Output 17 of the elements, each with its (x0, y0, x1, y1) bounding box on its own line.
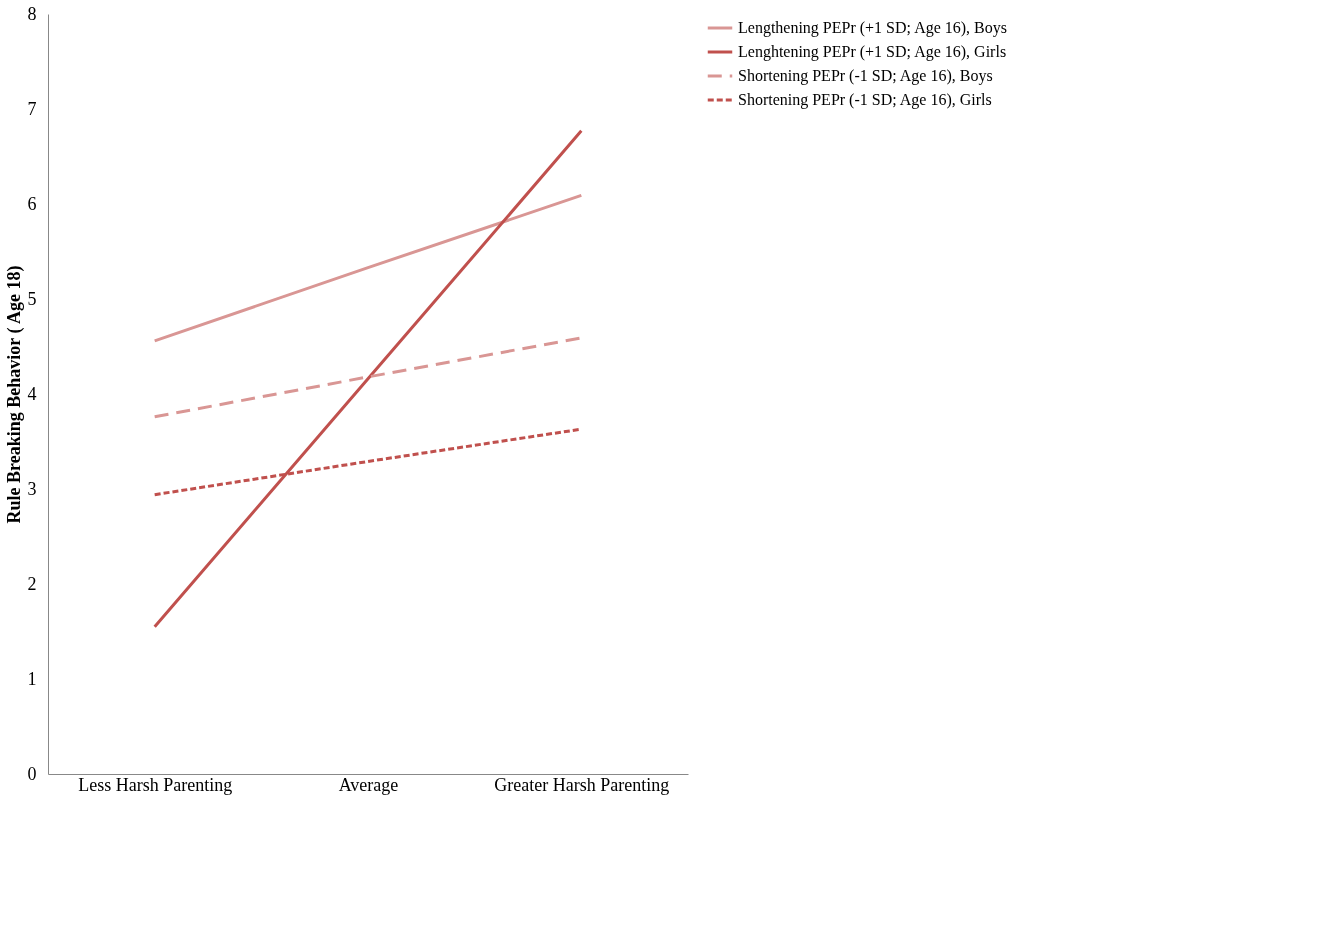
x-tick-label: Less Harsh Parenting (78, 774, 233, 795)
y-tick-label: 4 (27, 383, 37, 404)
legend-label: Lenghtening PEPr (+1 SD; Age 16), Girls (738, 43, 1007, 61)
y-tick-label: 0 (27, 763, 37, 784)
y-tick-label: 3 (27, 478, 37, 499)
y-tick-label: 5 (27, 288, 37, 309)
y-tick-label: 1 (27, 668, 37, 689)
y-tick-label: 8 (27, 3, 37, 24)
x-tick-label: Greater Harsh Parenting (494, 774, 670, 795)
legend-label: Shortening PEPr (-1 SD; Age 16), Girls (738, 91, 992, 109)
y-tick-label: 6 (27, 193, 37, 214)
y-tick-label: 2 (27, 573, 37, 594)
legend-label: Shortening PEPr (-1 SD; Age 16), Boys (738, 67, 993, 85)
y-tick-label: 7 (27, 98, 37, 119)
legend-label: Lengthening PEPr (+1 SD; Age 16), Boys (738, 19, 1008, 37)
y-axis-title: Rule Breaking Behavior ( Age 18) (3, 265, 25, 524)
x-tick-label: Average (338, 774, 399, 795)
